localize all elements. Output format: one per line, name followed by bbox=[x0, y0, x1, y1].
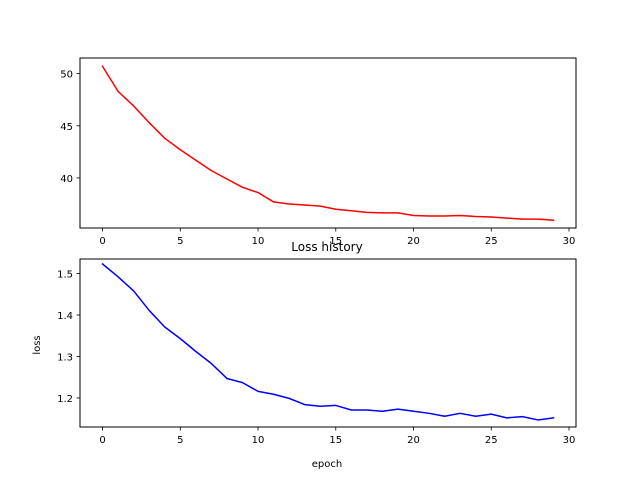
bottom-y-tick-label: 1.5 bbox=[57, 270, 73, 281]
bottom-x-axis-label: epoch bbox=[312, 459, 342, 470]
top-y-tick-label: 40 bbox=[60, 174, 73, 185]
top-x-tick-label: 20 bbox=[407, 236, 420, 247]
bottom-axes-frame bbox=[79, 258, 577, 428]
top-axes-frame bbox=[79, 57, 577, 229]
bottom-y-tick-label: 1.3 bbox=[57, 352, 73, 363]
bottom-y-tick-label: 1.4 bbox=[57, 311, 73, 322]
bottom-x-tick-label: 15 bbox=[329, 435, 342, 446]
bottom-series-line-0 bbox=[101, 262, 555, 421]
bottom-x-tick-label: 0 bbox=[99, 435, 105, 446]
top-series-line-0 bbox=[101, 65, 555, 221]
top-y-tick-label: 50 bbox=[60, 70, 73, 81]
bottom-chart-title: Loss history bbox=[291, 240, 362, 254]
bottom-x-tick-label: 25 bbox=[485, 435, 498, 446]
top-x-tick-label: 5 bbox=[177, 236, 183, 247]
top-subplot: 0 5 10 15 20 25 30 40 45 50 bbox=[60, 57, 577, 247]
top-ticks-layer: 0 5 10 15 20 25 30 40 45 50 bbox=[60, 70, 575, 247]
bottom-x-tick-label: 30 bbox=[563, 435, 576, 446]
top-y-tick-label: 45 bbox=[60, 122, 73, 133]
top-x-tick-label: 15 bbox=[329, 236, 342, 247]
bottom-x-tick-label: 20 bbox=[407, 435, 420, 446]
bottom-x-tick-label: 5 bbox=[177, 435, 183, 446]
top-x-tick-label: 10 bbox=[252, 236, 265, 247]
top-x-tick-label: 25 bbox=[485, 236, 498, 247]
bottom-y-tick-label: 1.2 bbox=[57, 394, 73, 405]
top-x-tick-label: 0 bbox=[99, 236, 105, 247]
top-series-layer bbox=[101, 65, 555, 221]
bottom-y-axis-label: loss bbox=[32, 335, 43, 354]
bottom-subplot: 0 5 10 15 20 25 30 1.2 1.3 1.4 1.5 Loss history ep… bbox=[32, 240, 577, 470]
bottom-ticks-layer: 0 5 10 15 20 25 30 1.2 1.3 1.4 1.5 bbox=[57, 270, 575, 446]
bottom-series-layer bbox=[101, 262, 555, 421]
top-x-tick-label: 30 bbox=[563, 236, 576, 247]
bottom-x-tick-label: 10 bbox=[252, 435, 265, 446]
